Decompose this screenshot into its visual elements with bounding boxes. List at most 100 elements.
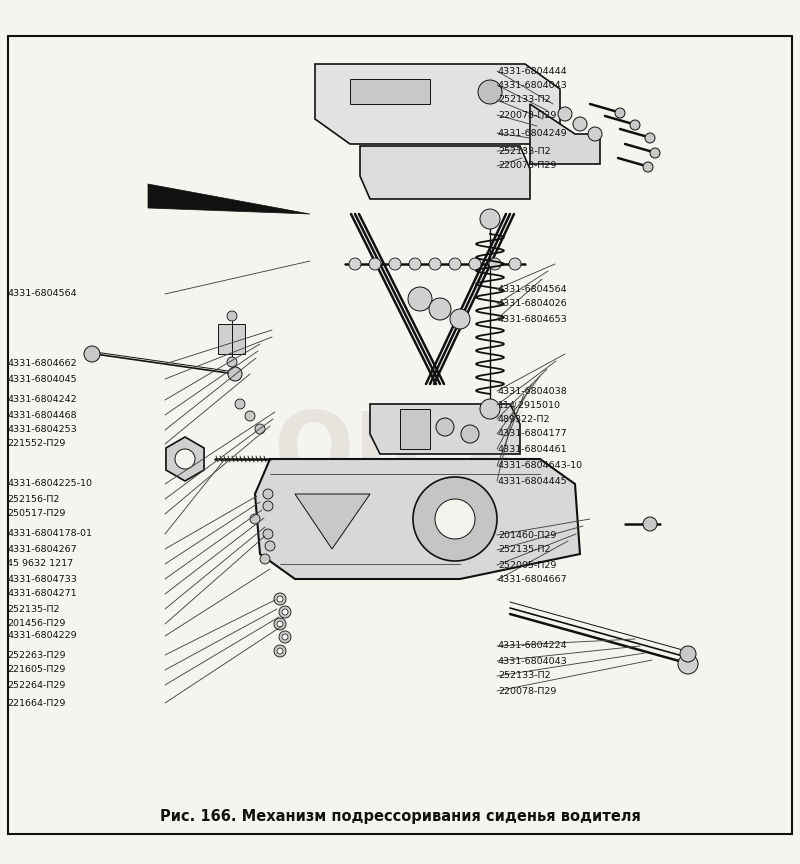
- Circle shape: [227, 311, 237, 321]
- Circle shape: [277, 648, 283, 654]
- Text: 252133-П2: 252133-П2: [498, 147, 550, 156]
- Circle shape: [450, 309, 470, 329]
- Text: 221605-П29: 221605-П29: [7, 665, 66, 675]
- Text: 4331-6804461: 4331-6804461: [498, 444, 568, 454]
- Circle shape: [509, 258, 521, 270]
- Text: 114.2915010: 114.2915010: [498, 401, 561, 410]
- Circle shape: [678, 654, 698, 674]
- Circle shape: [558, 107, 572, 121]
- Text: 4331-6804038: 4331-6804038: [498, 386, 568, 396]
- Circle shape: [650, 148, 660, 158]
- Text: 4331-6804667: 4331-6804667: [498, 575, 568, 585]
- Polygon shape: [255, 459, 580, 579]
- Circle shape: [279, 606, 291, 618]
- Text: 4331-6804224: 4331-6804224: [498, 641, 568, 651]
- Circle shape: [436, 418, 454, 436]
- Circle shape: [282, 634, 288, 640]
- Circle shape: [435, 499, 475, 539]
- Circle shape: [643, 517, 657, 531]
- Text: 4331-6804271: 4331-6804271: [7, 589, 77, 599]
- Polygon shape: [360, 146, 530, 199]
- Text: 252156-П2: 252156-П2: [7, 494, 59, 504]
- Circle shape: [369, 258, 381, 270]
- Circle shape: [489, 258, 501, 270]
- Circle shape: [615, 108, 625, 118]
- Text: 220078-П29: 220078-П29: [498, 687, 556, 696]
- Circle shape: [84, 346, 100, 362]
- Polygon shape: [400, 409, 430, 449]
- Text: 252135-П2: 252135-П2: [7, 605, 59, 613]
- Text: OJEX: OJEX: [274, 408, 526, 500]
- Text: 4331-6804177: 4331-6804177: [498, 429, 568, 439]
- Polygon shape: [166, 437, 204, 481]
- Circle shape: [413, 477, 497, 561]
- Text: 4331-6804445: 4331-6804445: [498, 477, 568, 486]
- Text: 45 9632 1217: 45 9632 1217: [7, 560, 73, 569]
- Circle shape: [630, 120, 640, 130]
- Circle shape: [645, 133, 655, 143]
- Text: 252263-П29: 252263-П29: [7, 651, 66, 659]
- Text: 4331-6804733: 4331-6804733: [7, 575, 77, 583]
- Text: 201460-П29: 201460-П29: [498, 530, 556, 539]
- Circle shape: [429, 258, 441, 270]
- Polygon shape: [370, 404, 520, 454]
- Text: 4331-6804468: 4331-6804468: [7, 410, 77, 420]
- Circle shape: [588, 127, 602, 141]
- Text: 4331-6804043: 4331-6804043: [498, 657, 568, 665]
- Text: 252005-П29: 252005-П29: [498, 561, 556, 569]
- Circle shape: [277, 621, 283, 627]
- Circle shape: [429, 298, 451, 320]
- Polygon shape: [218, 324, 245, 354]
- Circle shape: [235, 399, 245, 409]
- Text: 252133-П2: 252133-П2: [498, 96, 550, 105]
- Text: 4331-6804662: 4331-6804662: [7, 359, 77, 369]
- Text: 221664-П29: 221664-П29: [7, 698, 66, 708]
- Circle shape: [250, 514, 260, 524]
- Circle shape: [277, 596, 283, 602]
- Text: 220078-П29: 220078-П29: [498, 162, 556, 170]
- Text: 4331-6804242: 4331-6804242: [7, 396, 77, 404]
- Polygon shape: [148, 184, 310, 214]
- Text: 4331-6804229: 4331-6804229: [7, 632, 77, 640]
- Text: Рис. 166. Механизм подрессоривания сиденья водителя: Рис. 166. Механизм подрессоривания сиден…: [159, 809, 641, 823]
- Text: 489322-П2: 489322-П2: [498, 415, 550, 423]
- Circle shape: [389, 258, 401, 270]
- Text: 4331-6804043: 4331-6804043: [498, 80, 568, 90]
- Circle shape: [263, 529, 273, 539]
- Circle shape: [279, 631, 291, 643]
- Polygon shape: [315, 64, 560, 144]
- Circle shape: [175, 449, 195, 469]
- Circle shape: [265, 541, 275, 551]
- Circle shape: [469, 258, 481, 270]
- Text: 4331-6804253: 4331-6804253: [7, 425, 77, 435]
- Text: 4331-6804249: 4331-6804249: [498, 129, 568, 137]
- Text: 252135-П2: 252135-П2: [498, 545, 550, 555]
- Text: 4331-6804026: 4331-6804026: [498, 300, 568, 308]
- Text: 4331-6804444: 4331-6804444: [498, 67, 568, 75]
- Text: 250517-П29: 250517-П29: [7, 510, 66, 518]
- Circle shape: [227, 357, 237, 367]
- Text: 4331-6804653: 4331-6804653: [498, 314, 568, 323]
- Text: 252264-П29: 252264-П29: [7, 681, 66, 689]
- Text: 4331-6804178-01: 4331-6804178-01: [7, 530, 92, 538]
- Circle shape: [449, 258, 461, 270]
- Text: 201456-П29: 201456-П29: [7, 619, 66, 628]
- Text: 4331-6804267: 4331-6804267: [7, 544, 77, 554]
- Circle shape: [263, 489, 273, 499]
- Circle shape: [409, 258, 421, 270]
- Circle shape: [282, 609, 288, 615]
- Text: 4331-6804643-10: 4331-6804643-10: [498, 461, 583, 471]
- Circle shape: [478, 80, 502, 104]
- Polygon shape: [350, 79, 430, 104]
- Circle shape: [274, 618, 286, 630]
- Circle shape: [643, 162, 653, 172]
- Circle shape: [680, 646, 696, 662]
- Circle shape: [480, 209, 500, 229]
- Text: 4331-6804225-10: 4331-6804225-10: [7, 480, 92, 488]
- Circle shape: [245, 411, 255, 421]
- Text: 4331-6804564: 4331-6804564: [7, 289, 77, 298]
- Circle shape: [228, 367, 242, 381]
- Circle shape: [274, 645, 286, 657]
- Circle shape: [255, 424, 265, 434]
- Circle shape: [260, 554, 270, 564]
